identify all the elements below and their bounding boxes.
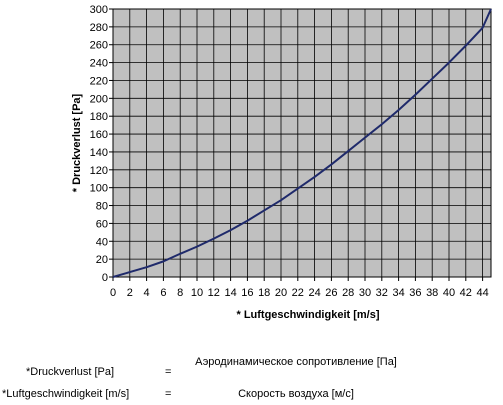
y-tick-label: 160 (90, 129, 108, 141)
pressure-loss-chart: 0204060801001201401601802002202402602803… (71, 4, 492, 321)
legend-pressure-loss-de: *Druckverlust [Pa] (26, 366, 115, 378)
x-axis-ticks: 0 2 4 6 8 10 12 14 16 18 20 22 24 26 28 30 32 34 36 38 40 42 4… (110, 277, 489, 299)
legend-air-velocity-ru: Скорость воздуха [м/с] (238, 388, 354, 400)
x-tick-label: 2 (127, 287, 133, 299)
x-tick-label: 42 (460, 287, 472, 299)
x-tick-label: 18 (258, 287, 270, 299)
x-tick-label: 4 (144, 287, 150, 299)
x-tick-label: 40 (443, 287, 455, 299)
x-tick-label: 14 (224, 287, 236, 299)
y-tick-label: 0 (102, 272, 108, 284)
x-tick-label: 16 (241, 287, 253, 299)
legend-air-velocity-de: *Luftgeschwindigkeit [m/s] (2, 388, 130, 400)
series-line-pressure-loss (112, 8, 492, 278)
y-axis-label: * Druckverlust [Pa] (71, 93, 83, 192)
x-tick-label: 26 (325, 287, 337, 299)
x-tick-label: 36 (409, 287, 421, 299)
plot-area (113, 9, 491, 277)
x-tick-label: 44 (476, 287, 488, 299)
grid-lines (112, 8, 491, 278)
x-tick-label: 22 (292, 287, 304, 299)
y-tick-label: 280 (90, 22, 108, 34)
y-tick-label: 220 (90, 75, 108, 87)
y-tick-label: 60 (96, 218, 108, 230)
x-tick-label: 34 (392, 287, 404, 299)
y-tick-label: 180 (90, 111, 108, 123)
y-tick-label: 240 (90, 58, 108, 70)
y-tick-label: 120 (90, 165, 108, 177)
x-tick-label: 28 (342, 287, 354, 299)
x-tick-label: 6 (160, 287, 166, 299)
legend-pressure-loss-ru: Аэродинамическое сопротивление [Па] (195, 356, 397, 368)
legend-pressure-loss-equals: = (165, 366, 172, 378)
x-tick-label: 0 (110, 287, 116, 299)
x-tick-label: 38 (426, 287, 438, 299)
x-tick-label: 24 (308, 287, 320, 299)
x-tick-label: 30 (359, 287, 371, 299)
y-tick-label: 20 (96, 254, 108, 266)
x-tick-label: 20 (275, 287, 287, 299)
y-axis-ticks: 0 20 40 60 80 100 120 140 160 180 200 220 240 260 280 3… (90, 4, 113, 284)
x-axis-label: * Luftgeschwindigkeit [m/s] (236, 309, 379, 321)
y-tick-label: 80 (96, 201, 108, 213)
x-tick-label: 12 (208, 287, 220, 299)
plot-frame (112, 8, 492, 278)
x-tick-label: 8 (177, 287, 183, 299)
y-tick-label: 300 (90, 4, 108, 16)
y-tick-label: 140 (90, 147, 108, 159)
y-tick-label: 100 (90, 183, 108, 195)
y-tick-label: 40 (96, 236, 108, 248)
y-tick-label: 260 (90, 40, 108, 52)
series-layer (112, 8, 492, 278)
x-tick-label: 10 (191, 287, 203, 299)
y-tick-label: 200 (90, 93, 108, 105)
x-tick-label: 32 (376, 287, 388, 299)
legend-air-velocity-equals: = (165, 388, 172, 400)
